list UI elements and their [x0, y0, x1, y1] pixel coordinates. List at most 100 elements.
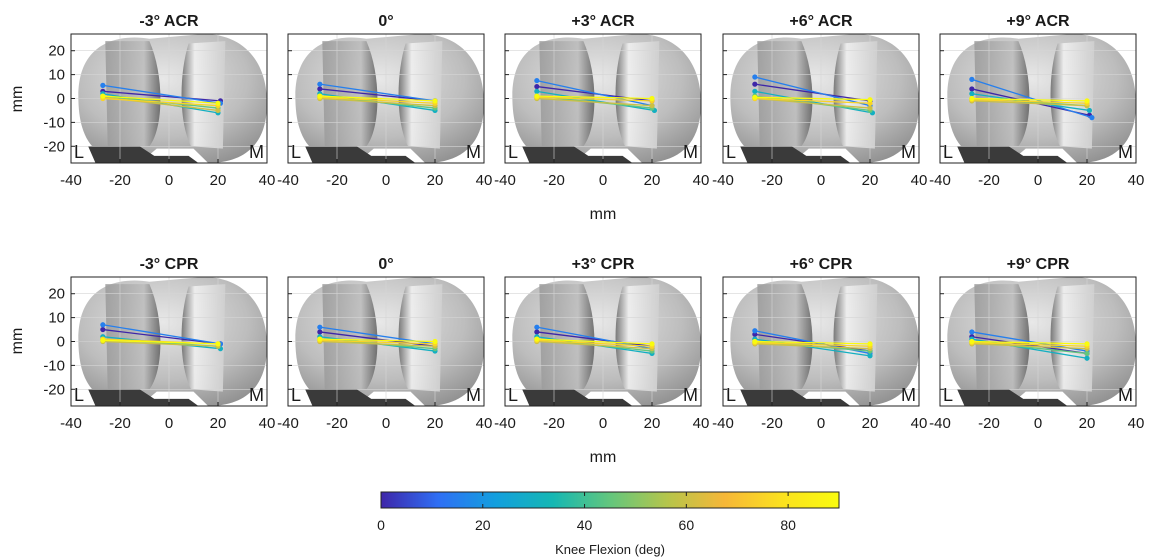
x-tick-label: -40 [277, 415, 299, 432]
x-tick-label: 20 [210, 415, 227, 432]
x-tick-label: -20 [761, 172, 783, 189]
x-tick-label: -40 [712, 172, 734, 189]
lateral-contact-point [317, 86, 323, 92]
medial-contact-point [432, 338, 438, 345]
trajectory-line [754, 83, 871, 102]
x-tick-label: 20 [644, 172, 661, 189]
lateral-contact-point [534, 93, 540, 99]
y-tick-label: 20 [48, 286, 65, 303]
trajectory-line [754, 340, 871, 345]
trajectory-line [319, 339, 436, 345]
trajectory-line [536, 338, 653, 345]
colorbar: 0 20 40 60 80 Knee Flexion (deg) [377, 491, 840, 557]
lateral-contact-point [752, 88, 758, 94]
trajectory-line [319, 95, 436, 102]
medial-contact-point [867, 353, 873, 359]
x-tick-label: -20 [326, 415, 348, 432]
x-tick-label: 40 [911, 172, 928, 189]
x-tick-label: -20 [978, 172, 1000, 189]
trajectory-line [754, 90, 873, 114]
lateral-label: L [74, 385, 84, 405]
medial-contact-point [1084, 341, 1090, 347]
lateral-contact-point [100, 82, 106, 88]
lateral-label: L [508, 142, 518, 162]
x-tick-label: 40 [259, 415, 276, 432]
x-tick-label: 0 [165, 172, 173, 189]
lateral-contact-point [100, 337, 106, 343]
lateral-label: L [726, 385, 736, 405]
trajectory-line [971, 340, 1088, 345]
trajectory-line [102, 324, 221, 345]
x-tick-label: 0 [382, 415, 390, 432]
medial-contact-point [1084, 355, 1090, 361]
medial-contact-point [867, 341, 873, 347]
lateral-contact-point [534, 336, 540, 342]
subplot-title: +6° CPR [790, 256, 853, 273]
shared-axis-labels: mm mm mm mm [9, 86, 616, 466]
lateral-contact-point [534, 77, 540, 84]
lateral-label: L [74, 142, 84, 162]
trajectory-line [971, 99, 1088, 104]
medial-contact-point [649, 103, 655, 109]
x-tick-label: -20 [543, 415, 565, 432]
subplot-title: +9° ACR [1006, 13, 1070, 30]
x-tick-label: 20 [427, 415, 444, 432]
y-axis-label-row1: mm [9, 86, 26, 113]
medial-contact-point [649, 341, 655, 347]
trajectory-line [971, 343, 1088, 350]
contact-trajectories [534, 77, 658, 114]
trajectory-line [102, 328, 221, 345]
colorbar-tick-label: 60 [679, 517, 695, 533]
medial-contact-point [867, 105, 873, 111]
x-tick-label: -20 [109, 415, 131, 432]
trajectory-line [319, 88, 436, 102]
medial-contact-point [867, 97, 873, 103]
colorbar-tick-label: 40 [577, 517, 593, 533]
trajectory-line [536, 340, 653, 350]
lateral-contact-point [969, 91, 975, 97]
x-tick-label: 0 [817, 415, 825, 432]
x-tick-label: -20 [761, 415, 783, 432]
colorbar-tick-label: 80 [780, 517, 796, 533]
trajectory-line [319, 340, 436, 347]
x-tick-label: -40 [277, 172, 299, 189]
x-tick-label: 0 [817, 172, 825, 189]
medial-contact-point [1086, 107, 1093, 114]
trajectory-line [102, 339, 219, 345]
contact-trajectories [969, 76, 1095, 121]
lateral-contact-point [317, 81, 323, 87]
lateral-contact-point [534, 324, 540, 330]
x-tick-label: 0 [599, 172, 607, 189]
trajectory-line [102, 97, 219, 107]
lateral-contact-point [969, 338, 975, 345]
x-tick-label: 40 [1128, 415, 1145, 432]
medial-contact-point [215, 107, 221, 114]
lateral-label: L [943, 142, 953, 162]
x-tick-label: -20 [543, 172, 565, 189]
contact-trajectories [100, 82, 224, 116]
x-tick-label: 0 [1034, 415, 1042, 432]
subplot-1: -3° ACR -20 -10 0 10 20 -40 -20 0 20 40 L M [43, 13, 275, 189]
colorbar-tick-label: 20 [475, 517, 491, 533]
colorbar-label: Knee Flexion (deg) [555, 542, 665, 557]
lateral-contact-point [969, 76, 975, 82]
x-tick-label: -20 [326, 172, 348, 189]
subplot-title: +3° CPR [572, 256, 635, 273]
medial-contact-point [649, 95, 655, 102]
contact-trajectories [752, 74, 876, 116]
x-tick-label: 40 [911, 415, 928, 432]
lateral-contact-point [752, 94, 758, 100]
trajectory-line [971, 78, 1093, 119]
trajectory-line [971, 100, 1088, 107]
x-tick-label: -40 [494, 415, 516, 432]
lateral-label: L [291, 142, 301, 162]
lateral-contact-point [969, 86, 975, 92]
y-tick-label: 0 [57, 91, 65, 108]
x-tick-label: 20 [862, 172, 879, 189]
trajectory-line [102, 84, 221, 104]
trajectory-line [971, 342, 1088, 347]
subplot-4: +6° ACR -40 -20 0 20 40 L M [712, 13, 927, 189]
medial-label: M [249, 142, 264, 162]
subplot-6: -3° CPR -20 -10 0 10 20 -40 -20 0 20 40 L M [43, 256, 275, 432]
trajectory-line [319, 97, 436, 107]
